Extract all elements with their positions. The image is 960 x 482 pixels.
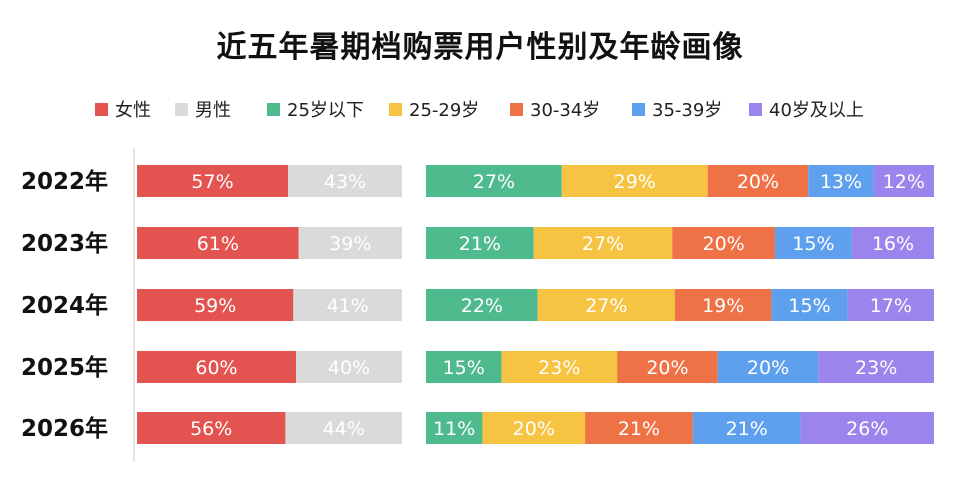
bar-value-label: 20% bbox=[737, 171, 779, 193]
bar-segment bbox=[533, 227, 673, 259]
bar-segment bbox=[426, 289, 538, 321]
bar-value-label: 41% bbox=[327, 295, 369, 317]
bar-segment bbox=[617, 351, 718, 383]
legend-swatch-age-40-plus bbox=[749, 102, 762, 116]
category-label: 2023年 bbox=[21, 230, 108, 257]
bar-value-label: 59% bbox=[194, 295, 236, 317]
bar-segment bbox=[137, 227, 299, 259]
bar-segment bbox=[137, 165, 289, 197]
bar-value-label: 17% bbox=[870, 295, 912, 317]
bar-value-label: 56% bbox=[190, 418, 232, 440]
category-label: 2022年 bbox=[21, 168, 108, 195]
bar-value-label: 21% bbox=[726, 418, 768, 440]
bar-segment bbox=[674, 289, 772, 321]
bar-value-label: 27% bbox=[473, 171, 515, 193]
bar-segment bbox=[808, 165, 874, 197]
bar-value-label: 20% bbox=[646, 357, 688, 379]
bar-segment bbox=[800, 412, 934, 444]
legend-label-age-35-39: 35-39岁 bbox=[652, 100, 723, 121]
bar-value-label: 20% bbox=[703, 233, 745, 255]
legend-swatch-age-30-34 bbox=[510, 102, 523, 116]
legend-item-male: 男性 bbox=[175, 96, 231, 122]
bar-value-label: 57% bbox=[191, 171, 233, 193]
bar-value-label: 23% bbox=[855, 357, 897, 379]
legend-item-age-40-plus: 40岁及以上 bbox=[749, 96, 864, 122]
bar-value-label: 27% bbox=[582, 233, 624, 255]
bar-value-label: 15% bbox=[792, 233, 834, 255]
bar-value-label: 23% bbox=[538, 357, 580, 379]
bar-value-label: 40% bbox=[328, 357, 370, 379]
legend-swatch-age-35-39 bbox=[632, 102, 645, 116]
chart-title: 近五年暑期档购票用户性别及年龄画像 bbox=[216, 30, 744, 65]
legend-item-female: 女性 bbox=[95, 96, 151, 122]
bar-value-label: 61% bbox=[197, 233, 239, 255]
bar-segment bbox=[692, 412, 801, 444]
legend-swatch-age-25-29 bbox=[389, 102, 402, 116]
bar-segment bbox=[501, 351, 618, 383]
bar-value-label: 60% bbox=[195, 357, 237, 379]
bar-value-label: 26% bbox=[846, 418, 888, 440]
bar-value-label: 19% bbox=[702, 295, 744, 317]
bar-value-label: 15% bbox=[788, 295, 830, 317]
legend-swatch-age-under-25 bbox=[267, 102, 280, 116]
bar-segment bbox=[873, 165, 934, 197]
category-label: 2026年 bbox=[21, 415, 108, 442]
bar-segment bbox=[137, 351, 296, 383]
bar-segment bbox=[426, 351, 502, 383]
bar-segment bbox=[285, 412, 402, 444]
legend-label-age-40-plus: 40岁及以上 bbox=[769, 100, 864, 121]
category-label: 2024年 bbox=[21, 292, 108, 319]
bar-value-label: 13% bbox=[820, 171, 862, 193]
bar-value-label: 16% bbox=[872, 233, 914, 255]
bar-segment bbox=[771, 289, 848, 321]
legend-item-age-30-34: 30-34岁 bbox=[510, 96, 600, 122]
legend-label-male: 男性 bbox=[195, 100, 231, 121]
bar-segment bbox=[298, 227, 402, 259]
bar-value-label: 12% bbox=[883, 171, 925, 193]
bar-value-label: 20% bbox=[513, 418, 555, 440]
bar-value-label: 21% bbox=[459, 233, 501, 255]
legend-label-female: 女性 bbox=[115, 100, 151, 121]
bar-segment bbox=[851, 227, 934, 259]
legend-swatch-male bbox=[175, 102, 188, 116]
bar-segment bbox=[717, 351, 819, 383]
bar-segment bbox=[774, 227, 852, 259]
legend-item-age-25-29: 25-29岁 bbox=[389, 96, 479, 122]
bar-segment bbox=[137, 412, 286, 444]
legend-item-age-35-39: 35-39岁 bbox=[632, 96, 722, 122]
bar-segment bbox=[296, 351, 402, 383]
bar-value-label: 11% bbox=[433, 418, 475, 440]
bar-value-label: 43% bbox=[324, 171, 366, 193]
bar-value-label: 27% bbox=[585, 295, 627, 317]
bar-segment bbox=[818, 351, 934, 383]
bar-value-label: 15% bbox=[443, 357, 485, 379]
bar-segment bbox=[426, 165, 562, 197]
bar-segment bbox=[426, 412, 483, 444]
bar-segment bbox=[847, 289, 934, 321]
legend-label-age-under-25: 25岁以下 bbox=[287, 100, 364, 121]
bar-value-label: 20% bbox=[747, 357, 789, 379]
legend-label-age-30-34: 30-34岁 bbox=[530, 100, 601, 121]
legend-swatch-female bbox=[95, 102, 108, 116]
legend-item-age-under-25: 25岁以下 bbox=[267, 96, 364, 122]
bar-segment bbox=[293, 289, 402, 321]
bar-segment bbox=[707, 165, 809, 197]
category-label: 2025年 bbox=[21, 354, 108, 381]
bar-value-label: 21% bbox=[618, 418, 660, 440]
bar-segment bbox=[561, 165, 708, 197]
legend-label-age-25-29: 25-29岁 bbox=[409, 100, 480, 121]
bar-value-label: 22% bbox=[461, 295, 503, 317]
bar-value-label: 39% bbox=[329, 233, 371, 255]
bar-segment bbox=[288, 165, 402, 197]
bar-segment bbox=[426, 227, 534, 259]
bar-segment bbox=[585, 412, 693, 444]
bar-segment bbox=[537, 289, 675, 321]
bar-value-label: 29% bbox=[614, 171, 656, 193]
bar-segment bbox=[672, 227, 775, 259]
bar-segment bbox=[482, 412, 586, 444]
bar-segment bbox=[137, 289, 294, 321]
bar-value-label: 44% bbox=[323, 418, 365, 440]
